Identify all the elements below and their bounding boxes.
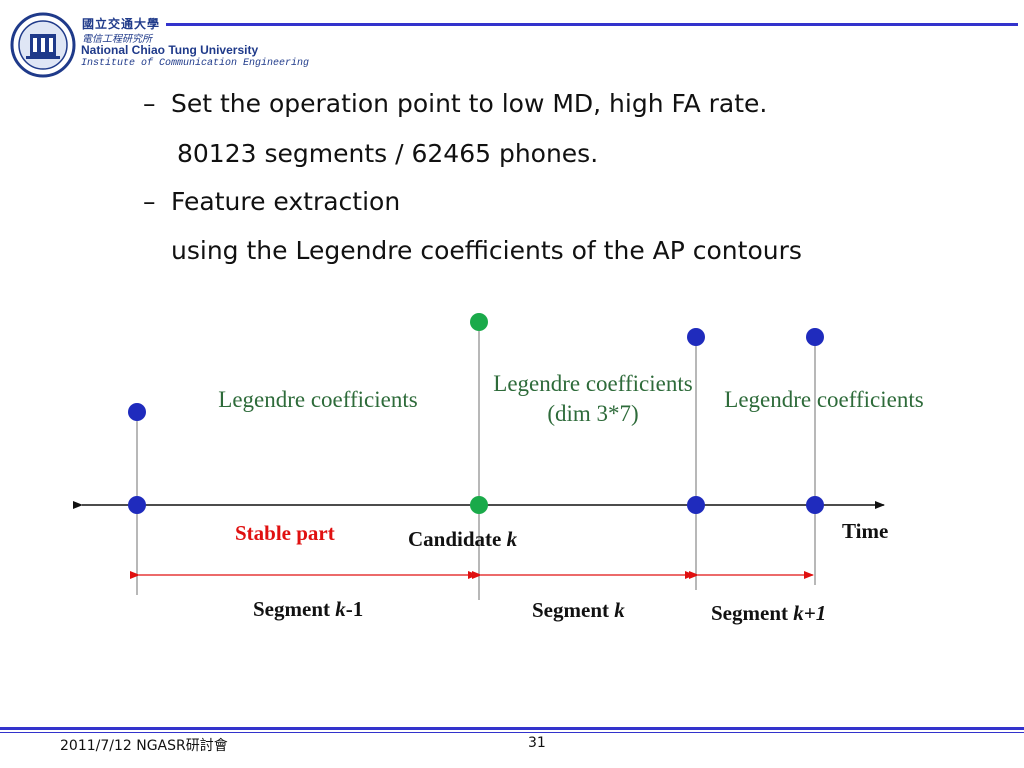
segment-cur-label: Segment k — [532, 598, 625, 622]
bullet-text: using the Legendre coefficients of the A… — [171, 236, 802, 265]
time-label: Time — [842, 519, 888, 543]
institute-name-en: Institute of Communication Engineering — [81, 58, 310, 69]
university-name-en: National Chiao Tung University — [81, 43, 259, 57]
candidate-label: Candidate k — [408, 527, 518, 551]
ap-point — [806, 328, 824, 346]
candidate-boundary-point — [470, 496, 488, 514]
university-logo — [10, 12, 76, 78]
boundary-point — [806, 496, 824, 514]
boundary-point — [128, 496, 146, 514]
segment-next-label: Segment k+1 — [711, 601, 826, 625]
boundary-point — [687, 496, 705, 514]
footer-divider-thin — [0, 732, 1024, 733]
bullet-text: Set the operation point to low MD, high … — [171, 89, 768, 118]
legendre-label: Legendre coefficients — [724, 387, 923, 412]
institute-name-zh: 電信工程研究所 — [82, 34, 152, 45]
footer-date-event: 2011/7/12 NGASR研討會 — [60, 738, 228, 754]
segment-prev-label: Segment k-1 — [253, 597, 363, 621]
bullet-text: 80123 segments / 62465 phones. — [177, 139, 599, 168]
page-number: 31 — [528, 735, 546, 751]
legendre-label: Legendre coefficients — [218, 387, 417, 412]
bullet-dash: – — [143, 187, 156, 216]
candidate-ap-point — [470, 313, 488, 331]
stable-part-label: Stable part — [235, 521, 335, 545]
ap-point — [687, 328, 705, 346]
bullet-text: Feature extraction — [171, 187, 401, 216]
university-name-zh: 國立交通大學 — [82, 17, 161, 31]
bullet-dash: – — [143, 89, 156, 118]
ap-point — [128, 403, 146, 421]
legendre-dim-label: (dim 3*7) — [547, 401, 638, 426]
footer-divider — [0, 727, 1024, 730]
header-divider — [166, 23, 1018, 26]
legendre-label: Legendre coefficients — [493, 371, 692, 396]
